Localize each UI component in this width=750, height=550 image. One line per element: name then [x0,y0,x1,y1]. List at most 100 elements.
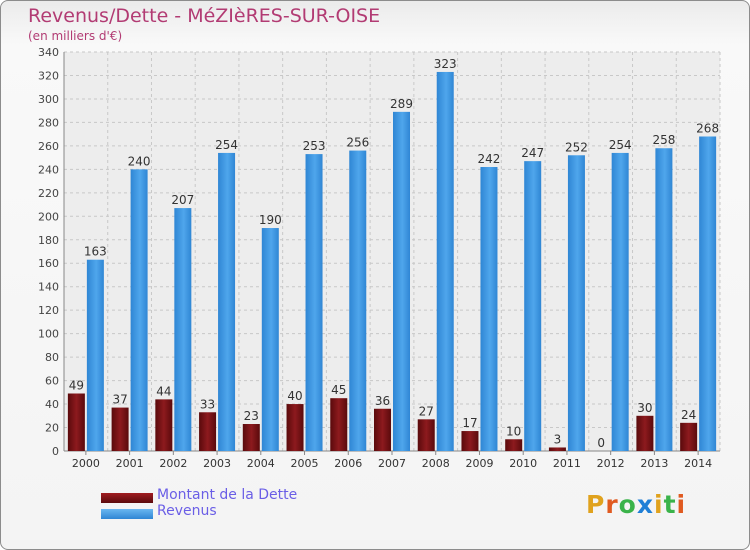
bar-dette [417,419,435,451]
bar-revenus [261,228,279,451]
x-tick-label: 2010 [509,457,537,470]
bars: 4916337240442073325423190402534525636289… [67,57,719,452]
bar-dette [548,447,566,451]
bar-revenus [524,161,542,451]
y-tick-label: 160 [38,257,59,270]
y-tick-label: 100 [38,328,59,341]
y-tick-label: 140 [38,281,59,294]
data-label-dette: 37 [112,393,127,407]
bar-revenus [655,148,673,451]
y-tick-label: 240 [38,163,59,176]
bar-revenus [218,152,236,451]
bar-revenus [86,259,104,451]
legend-swatch-revenus [101,509,153,519]
x-tick-label: 2009 [465,457,493,470]
x-tick-label: 2013 [640,457,668,470]
data-label-dette: 49 [69,378,84,392]
x-tick-label: 2012 [597,457,625,470]
bar-revenus [436,71,454,451]
y-tick-label: 0 [52,445,59,458]
data-label-revenus: 163 [84,245,107,259]
data-label-dette: 33 [200,397,215,411]
y-tick-label: 80 [45,351,59,364]
data-label-dette: 23 [244,409,259,423]
y-tick-label: 280 [38,116,59,129]
data-label-revenus: 242 [478,152,501,166]
bar-revenus [480,167,498,451]
data-label-dette: 0 [597,436,605,450]
data-label-dette: 17 [462,416,477,430]
bar-revenus [611,152,629,451]
data-label-revenus: 268 [696,121,719,135]
data-label-dette: 45 [331,383,346,397]
x-tick-label: 2005 [291,457,319,470]
bar-dette [330,398,348,451]
x-tick-label: 2011 [553,457,581,470]
y-tick-label: 320 [38,69,59,82]
data-label-dette: 24 [681,408,696,422]
x-tick-label: 2004 [247,457,275,470]
bar-dette [461,431,479,451]
y-tick-label: 260 [38,140,59,153]
x-tick-label: 2002 [159,457,187,470]
legend-label-revenus: Revenus [157,503,217,519]
logo-letter: r [605,490,619,519]
x-tick-label: 2014 [684,457,712,470]
data-label-dette: 10 [506,424,521,438]
bar-dette [680,422,698,451]
bar-dette [636,415,654,451]
data-label-dette: 3 [554,432,562,446]
x-tick-label: 2003 [203,457,231,470]
data-label-revenus: 190 [259,213,282,227]
y-tick-label: 40 [45,398,59,411]
data-label-revenus: 207 [171,193,194,207]
data-label-revenus: 253 [303,139,326,153]
x-tick-label: 2001 [116,457,144,470]
proxiti-logo: Proxiti [586,490,686,519]
bar-revenus [305,154,323,452]
x-tick-label: 2007 [378,457,406,470]
legend-label-dette: Montant de la Dette [157,487,298,503]
y-tick-label: 120 [38,304,59,317]
data-label-revenus: 252 [565,140,588,154]
data-label-revenus: 254 [609,138,632,152]
bar-dette [155,399,173,451]
bar-dette [67,393,85,451]
x-tick-label: 2006 [334,457,362,470]
chart-subtitle: (en milliers d'€) [28,29,123,43]
data-label-revenus: 323 [434,57,457,71]
data-label-revenus: 240 [128,154,151,168]
bar-dette [242,424,260,451]
bar-dette [199,412,217,451]
y-tick-label: 300 [38,93,59,106]
bar-revenus [393,111,410,451]
axes: 0204060801001201401601802002202402602803… [38,46,720,470]
bar-revenus [699,136,717,451]
logo-letter: o [618,490,637,519]
bar-revenus [174,208,192,451]
logo-letter: P [586,490,606,519]
x-tick-label: 2008 [422,457,450,470]
logo-letter: t [663,490,677,519]
logo-letter: x [636,490,654,519]
logo-letter: i [654,490,664,519]
y-tick-label: 60 [45,375,59,388]
data-label-revenus: 289 [390,97,413,111]
plot-background [64,52,720,451]
data-label-dette: 44 [156,384,171,398]
gridlines [63,51,721,452]
bar-dette [286,404,304,451]
bar-revenus [349,150,367,451]
y-tick-label: 340 [38,46,59,59]
legend-swatch-dette [101,493,153,503]
data-label-dette: 40 [287,389,302,403]
data-label-revenus: 256 [346,136,369,150]
y-tick-label: 20 [45,422,59,435]
data-label-revenus: 254 [215,138,238,152]
bar-revenus [567,155,585,452]
data-label-dette: 30 [637,401,652,415]
bar-dette [111,407,129,451]
data-label-dette: 27 [419,404,434,418]
